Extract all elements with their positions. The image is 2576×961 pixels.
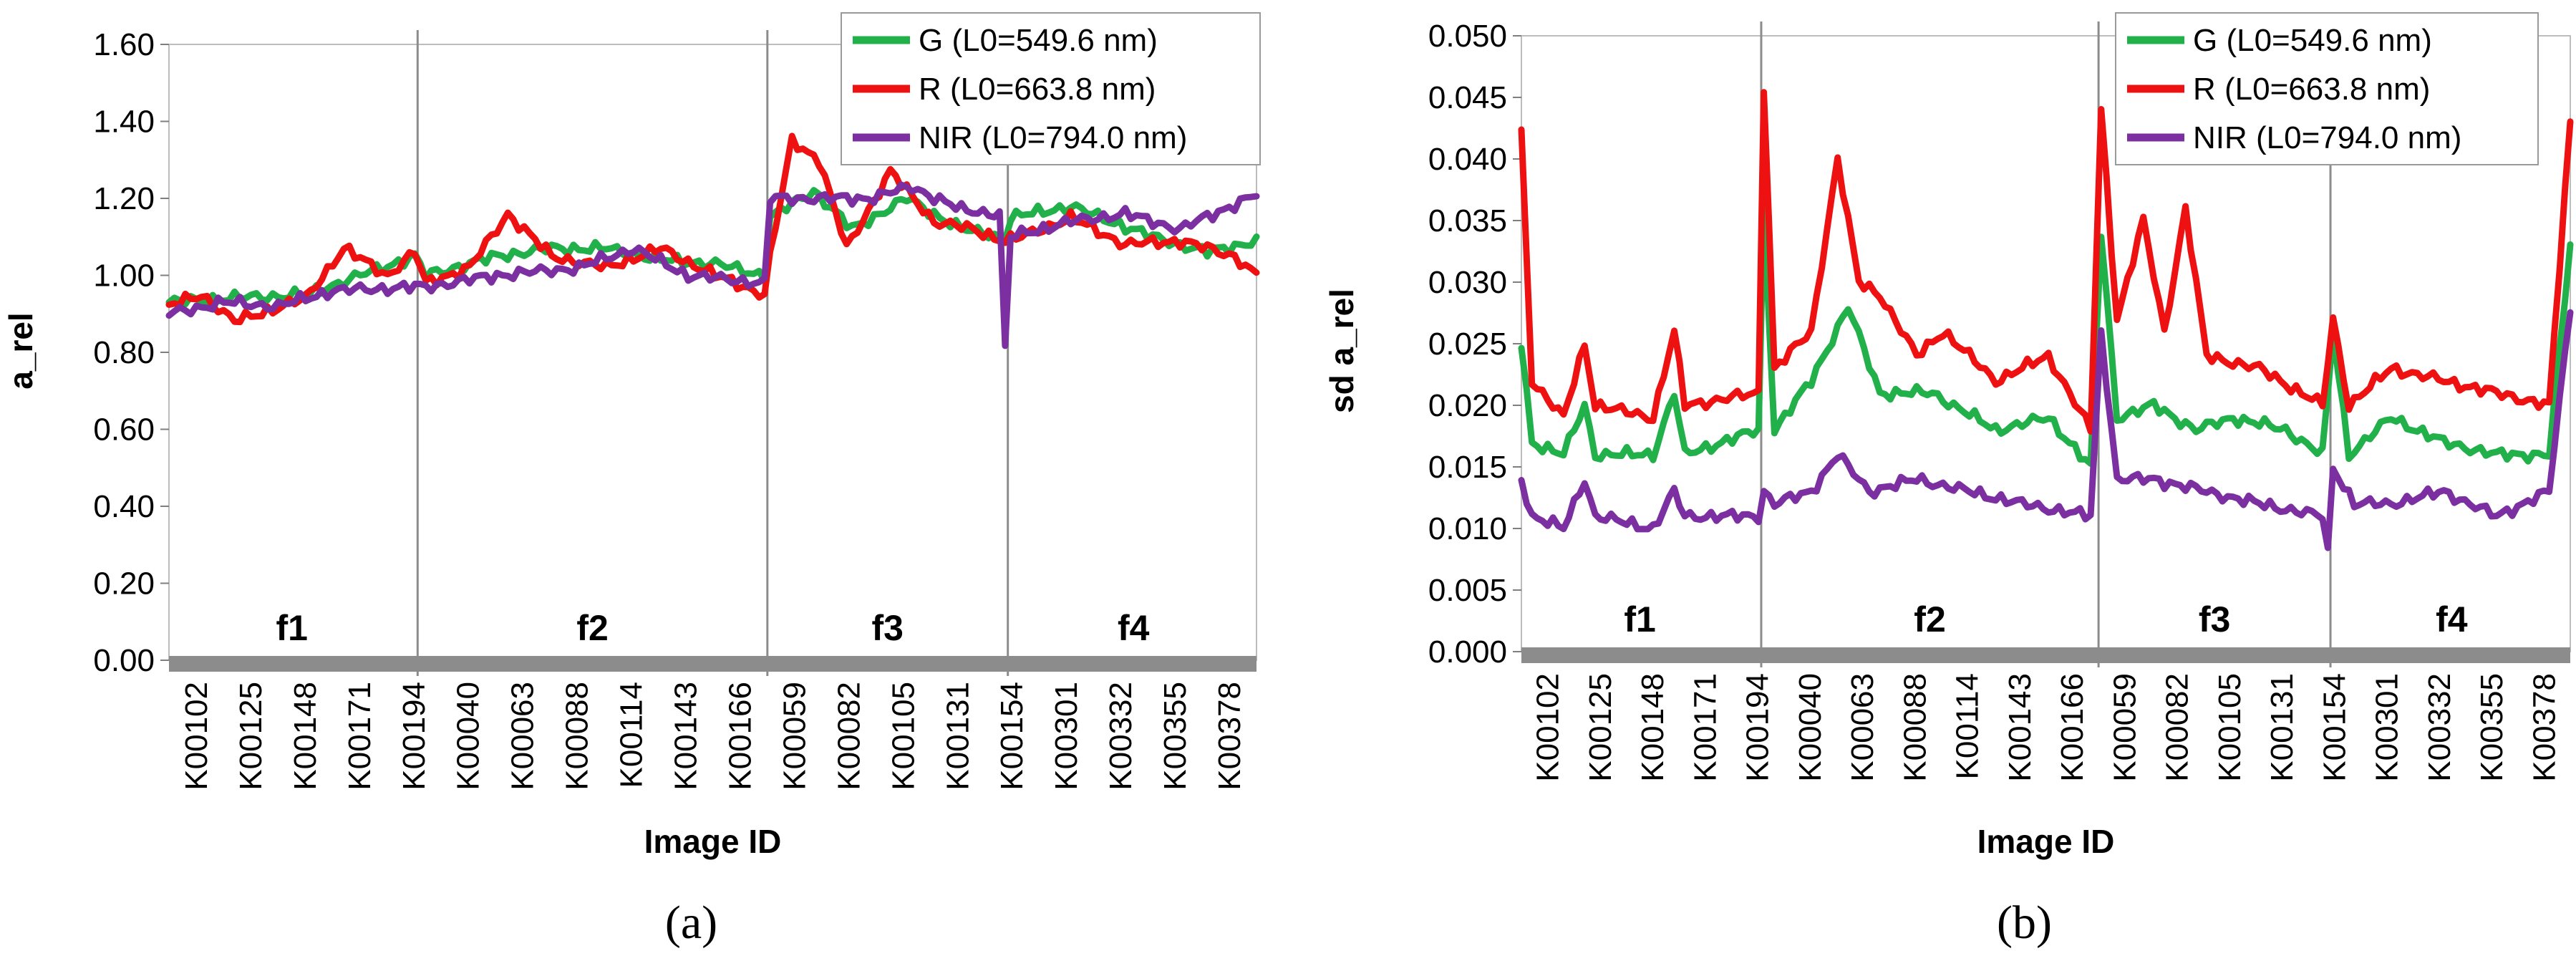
x-tick-label: K00105	[886, 682, 921, 791]
x-tick-label: K00059	[2107, 673, 2142, 782]
x-tick-label: K00063	[505, 682, 541, 791]
legend-label: R (L0=663.8 nm)	[919, 72, 1156, 107]
x-tick-label: K00171	[1688, 673, 1723, 782]
y-tick-label: 0.050	[1428, 19, 1507, 54]
legend-label: NIR (L0=794.0 nm)	[2193, 120, 2461, 155]
x-axis-title: Image ID	[644, 823, 782, 860]
x-tick-label: K00143	[2003, 673, 2038, 782]
x-tick-label: K00301	[2370, 673, 2405, 782]
x-tick-label: K00166	[722, 682, 757, 791]
series-line	[1518, 203, 2574, 467]
y-tick-label: 0.045	[1428, 80, 1507, 115]
x-tick-label: K00131	[940, 682, 975, 791]
legend-label: NIR (L0=794.0 nm)	[919, 120, 1187, 155]
panel-caption: (b)	[1997, 897, 2052, 949]
x-tick-label: K00088	[560, 682, 595, 791]
y-tick-label: 1.20	[93, 181, 155, 216]
y-tick-label: 1.00	[93, 259, 155, 294]
x-tick-label: K00171	[342, 682, 377, 791]
x-tick-label: K00082	[2160, 673, 2195, 782]
x-tick-label: K00154	[2317, 673, 2352, 782]
x-tick-label: K00059	[777, 682, 812, 791]
y-tick-label: 0.000	[1428, 634, 1507, 670]
legend-label: R (L0=663.8 nm)	[2193, 72, 2430, 107]
x-tick-label: K00148	[288, 682, 323, 791]
x-tick-label: K00131	[2265, 673, 2300, 782]
series-line	[1518, 309, 2574, 551]
y-tick-label: 0.60	[93, 412, 155, 448]
y-tick-label: 0.005	[1428, 573, 1507, 608]
chart-panel-b: 0.000 0.005 0.010 0.015 0.020 0.025 0.030 0.035…	[1323, 12, 2574, 949]
x-tick-label: K00114	[1950, 673, 1985, 779]
group-label: f4	[1118, 608, 1150, 648]
x-tick-label: K00148	[1635, 673, 1670, 782]
group-label: f3	[2199, 599, 2230, 639]
y-tick-label: 0.015	[1428, 450, 1507, 485]
series-line	[165, 187, 1260, 309]
x-tick-label: K00194	[1740, 673, 1776, 782]
legend: G (L0=549.6 nm) R (L0=663.8 nm) NIR (L0=79…	[841, 12, 1261, 165]
x-tick-label: K00355	[2474, 673, 2509, 782]
y-tick-label: 0.80	[93, 335, 155, 370]
x-axis-band	[169, 656, 1256, 672]
x-tick-label: K00125	[233, 682, 268, 791]
x-axis-title: Image ID	[1977, 823, 2115, 860]
x-tick-label: K00166	[2055, 673, 2090, 782]
x-tick-label: K00063	[1845, 673, 1880, 782]
x-tick-label: K00143	[669, 682, 704, 791]
group-label: f3	[872, 608, 904, 648]
group-label: f1	[1624, 599, 1655, 639]
x-tick-label: K00102	[1531, 673, 1566, 782]
y-tick-label: 1.40	[93, 105, 155, 140]
x-tick-label: K00040	[451, 682, 486, 791]
x-tick-label: K00378	[1212, 682, 1247, 791]
group-label: f2	[1914, 599, 1945, 639]
y-tick-label: 0.025	[1428, 327, 1507, 362]
group-label: f4	[2436, 599, 2468, 639]
chart-panel-a: 0.00 0.20 0.40 0.60 0.80 1.00 1.20 1.40 1.60 f1 f2…	[2, 12, 1261, 949]
y-axis-title: sd a_rel	[1323, 289, 1360, 413]
legend-label: G (L0=549.6 nm)	[2193, 23, 2432, 58]
y-tick-label: 0.030	[1428, 265, 1507, 300]
x-tick-label: K00105	[2212, 673, 2247, 782]
y-tick-label: 0.40	[93, 489, 155, 524]
x-tick-label: K00355	[1158, 682, 1193, 791]
x-tick-label: K00082	[831, 682, 866, 791]
legend-label: G (L0=549.6 nm)	[919, 23, 1158, 58]
x-tick-label: K00194	[397, 682, 432, 791]
x-tick-label: K00332	[1103, 682, 1138, 791]
y-tick-label: 0.20	[93, 566, 155, 602]
x-tick-label: K00102	[179, 682, 214, 791]
panel-caption: (a)	[665, 897, 717, 949]
x-tick-label: K00332	[2422, 673, 2457, 782]
x-tick-label: K00114	[614, 682, 649, 788]
legend: G (L0=549.6 nm) R (L0=663.8 nm) NIR (L0=79…	[2115, 12, 2539, 165]
group-label: f1	[276, 608, 308, 648]
y-tick-label: 0.040	[1428, 142, 1507, 177]
series-line	[1518, 89, 2574, 435]
x-tick-label: K00154	[994, 682, 1030, 791]
y-tick-label: 0.010	[1428, 511, 1507, 546]
y-axis-title: a_rel	[2, 312, 39, 389]
x-tick-label: K00040	[1793, 673, 1828, 782]
x-axis-band	[1521, 647, 2570, 663]
x-tick-label: K00125	[1583, 673, 1618, 782]
x-tick-label: K00301	[1049, 682, 1084, 791]
legend-box	[841, 12, 1261, 165]
series-line	[165, 181, 1260, 349]
x-tick-label: K00378	[2527, 673, 2562, 782]
x-tick-label: K00088	[1897, 673, 1932, 782]
y-tick-label: 0.00	[93, 643, 155, 678]
y-tick-label: 0.020	[1428, 388, 1507, 423]
group-label: f2	[576, 608, 608, 648]
y-tick-label: 1.60	[93, 27, 155, 62]
y-tick-label: 0.035	[1428, 203, 1507, 238]
legend-box	[2115, 12, 2539, 165]
